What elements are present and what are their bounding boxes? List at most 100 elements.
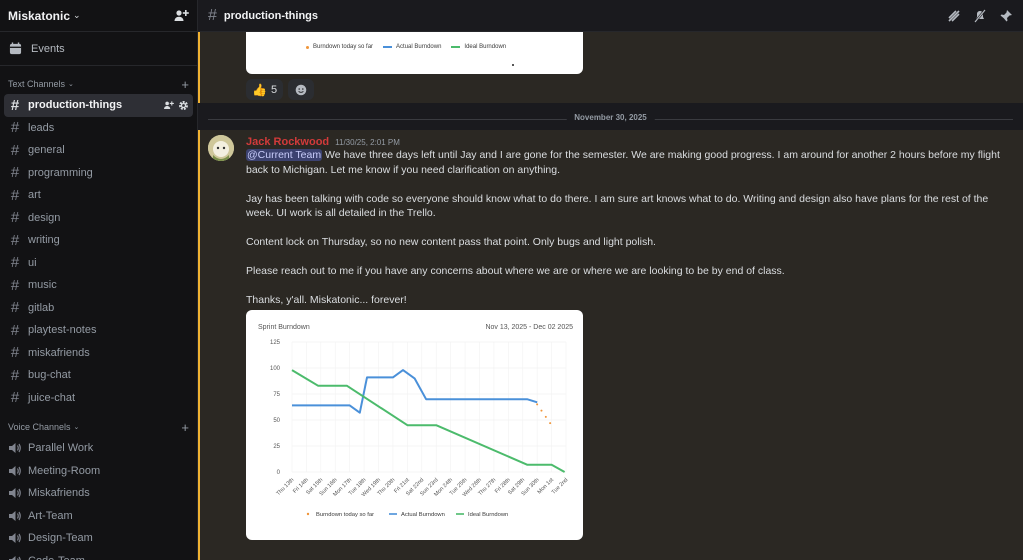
channel-header: # production-things — [198, 0, 1023, 32]
channel-music[interactable]: # music — [4, 274, 193, 297]
hash-icon: # — [10, 119, 20, 137]
chart-title: Sprint Burndown — [258, 324, 310, 331]
hash-icon: # — [10, 141, 20, 159]
threads-icon[interactable] — [947, 9, 961, 23]
channel-sidebar: Miskatonic ⌄ Events Text Channels ⌄ + # p… — [0, 0, 198, 560]
legend-item: Actual Burndown — [383, 44, 441, 50]
channel-juice-chat[interactable]: # juice-chat — [4, 387, 193, 410]
voice-channel-design-team[interactable]: Design-Team — [4, 527, 193, 550]
gear-icon[interactable] — [178, 100, 189, 111]
channel-programming[interactable]: # programming — [4, 162, 193, 185]
hash-icon: # — [10, 389, 20, 407]
role-mention[interactable]: @Current Team — [246, 149, 323, 161]
smile-icon — [295, 84, 307, 95]
y-tick-label: 25 — [273, 444, 280, 450]
add-channel-icon[interactable]: + — [181, 76, 189, 92]
data-point — [536, 403, 539, 406]
reactions-bar: 👍 5 — [246, 79, 315, 100]
channel-label: Meeting-Room — [28, 464, 101, 477]
message-paragraph: Content lock on Thursday, so no new cont… — [246, 236, 656, 248]
x-tick-label: Tue 2nd — [551, 477, 570, 496]
date-divider: November 30, 2025 — [208, 113, 1013, 122]
chart-date-range: Nov 13, 2025 - Dec 02 2025 — [485, 324, 573, 331]
notification-muted-icon[interactable] — [973, 8, 987, 23]
avatar-image — [208, 135, 234, 161]
channel-leads[interactable]: # leads — [4, 117, 193, 140]
voice-channels-category[interactable]: Voice Channels ⌄ + — [0, 417, 197, 437]
channel-label: Code-Team — [28, 555, 85, 560]
events-item[interactable]: Events — [0, 32, 197, 66]
chat-area: # production-things Burndown today so fa… — [198, 0, 1023, 560]
burndown-chart-embed[interactable]: Sprint Burndown Nov 13, 2025 - Dec 02 20… — [246, 310, 583, 540]
channel-gitlab[interactable]: # gitlab — [4, 297, 193, 320]
dot-mark — [512, 64, 514, 66]
thumbs-up-reaction[interactable]: 👍 5 — [246, 79, 284, 100]
thumbs-up-icon: 👍 — [252, 82, 267, 97]
channel-general[interactable]: # general — [4, 139, 193, 162]
add-channel-icon[interactable]: + — [181, 419, 189, 435]
hash-icon: # — [10, 344, 20, 362]
channel-label: writing — [28, 234, 60, 247]
voice-channel-code-team[interactable]: Code-Team — [4, 550, 193, 560]
hash-icon: # — [10, 254, 20, 272]
channel-playtest-notes[interactable]: # playtest-notes — [4, 319, 193, 342]
author-name[interactable]: Jack Rockwood — [246, 136, 330, 148]
legend-label: Actual Burndown — [401, 512, 445, 518]
voice-channel-meeting-room[interactable]: Meeting-Room — [4, 460, 193, 483]
channel-label: ui — [28, 256, 37, 269]
channel-label: art — [28, 189, 41, 202]
hash-icon: # — [10, 366, 20, 384]
channel-label: general — [28, 144, 65, 157]
channel-miskafriends[interactable]: # miskafriends — [4, 342, 193, 365]
hash-icon: # — [10, 299, 20, 317]
series-line — [291, 369, 566, 473]
legend-swatch — [306, 512, 310, 516]
category-label: Text Channels — [8, 79, 66, 89]
channel-title: production-things — [223, 9, 318, 22]
channel-ui[interactable]: # ui — [4, 252, 193, 275]
y-tick-label: 125 — [270, 340, 281, 346]
hash-icon: # — [10, 321, 20, 339]
channel-art[interactable]: # art — [4, 184, 193, 207]
add-reaction-button[interactable] — [288, 79, 315, 100]
speaker-icon — [9, 443, 21, 454]
server-header[interactable]: Miskatonic ⌄ — [0, 0, 197, 32]
channel-label: playtest-notes — [28, 324, 97, 337]
channel-label: Design-Team — [28, 532, 93, 545]
message-timestamp: 11/30/25, 2:01 PM — [335, 138, 400, 147]
channel-label: juice-chat — [28, 391, 76, 404]
channel-writing[interactable]: # writing — [4, 229, 193, 252]
channel-production-things[interactable]: # production-things — [4, 94, 193, 117]
voice-channel-list: Parallel Work Meeting-Room Miskafriends Art… — [0, 437, 197, 560]
channel-label: Miskafriends — [28, 487, 90, 500]
pin-icon[interactable] — [999, 9, 1013, 23]
hash-icon: # — [10, 276, 20, 294]
speaker-icon — [9, 533, 21, 544]
voice-channel-art-team[interactable]: Art-Team — [4, 505, 193, 528]
previous-chart-embed[interactable]: Burndown today so far Actual Burndown Id… — [246, 32, 583, 74]
legend-item: Burndown today so far — [306, 44, 373, 50]
channel-label: programming — [28, 166, 93, 179]
events-label: Events — [31, 42, 65, 55]
channel-label: leads — [28, 121, 55, 134]
y-tick-label: 100 — [270, 366, 281, 372]
channel-label: production-things — [28, 99, 123, 112]
channel-bug-chat[interactable]: # bug-chat — [4, 364, 193, 387]
hash-icon: # — [10, 164, 20, 182]
message-content: @Current Team We have three days left un… — [246, 148, 1016, 322]
series-line — [292, 369, 538, 414]
invite-user-icon[interactable] — [173, 8, 189, 24]
voice-channel-miskafriends[interactable]: Miskafriends — [4, 482, 193, 505]
chevron-down-icon[interactable]: ⌄ — [73, 10, 81, 20]
avatar[interactable] — [208, 135, 234, 161]
channel-actions — [163, 100, 189, 111]
speaker-icon — [9, 555, 21, 560]
channel-design[interactable]: # design — [4, 207, 193, 230]
invite-user-icon[interactable] — [163, 100, 174, 111]
text-channels-category[interactable]: Text Channels ⌄ + — [0, 74, 197, 94]
legend-label: Ideal Burndown — [468, 512, 508, 518]
server-name[interactable]: Miskatonic — [8, 8, 71, 23]
voice-channel-parallel-work[interactable]: Parallel Work — [4, 437, 193, 460]
y-tick-label: 0 — [277, 470, 281, 476]
channel-label: Art-Team — [28, 509, 73, 522]
